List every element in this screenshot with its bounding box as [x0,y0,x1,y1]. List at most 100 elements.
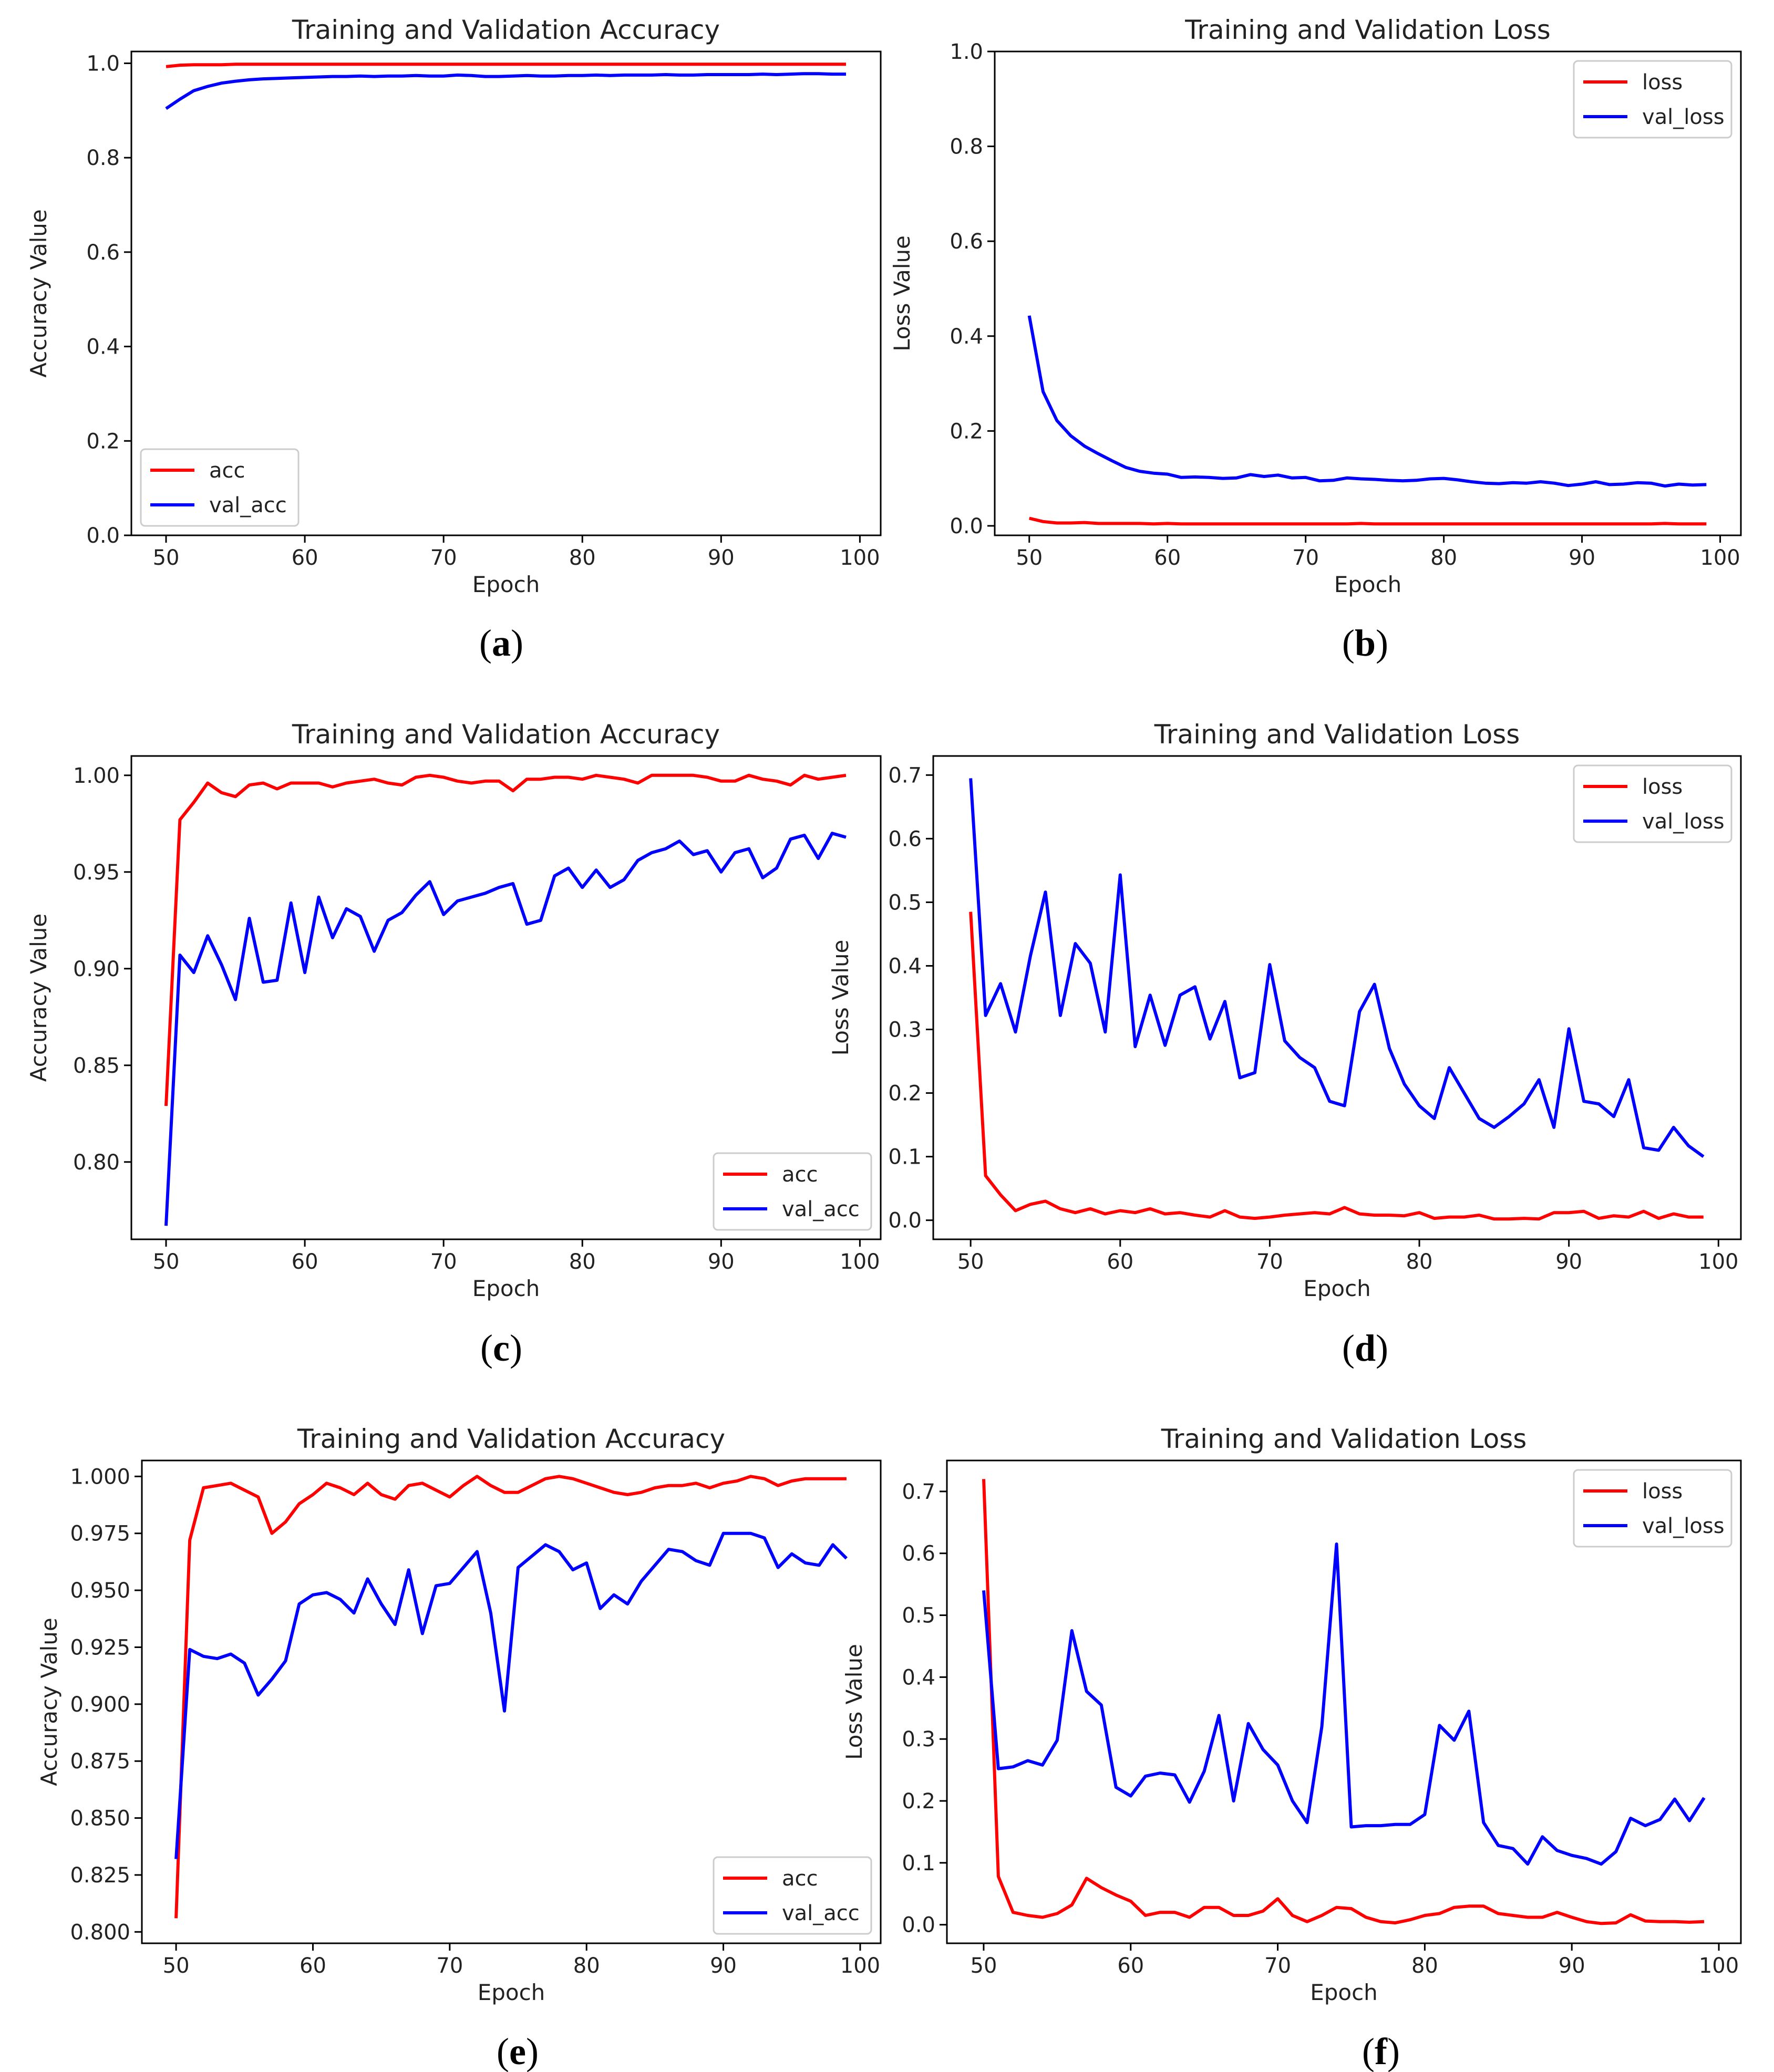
y-tick-label: 0.850 [70,1807,130,1831]
chart-panel-d: Training and Validation Loss 50 60 70 80 90 10… [828,719,1742,1369]
x-axis-label: Epoch [472,1276,540,1301]
y-axis-label: Loss Value [828,940,853,1056]
y-axis-label: Accuracy Value [36,1618,62,1786]
legend-label: loss [1642,1479,1683,1504]
series-line-acc [166,63,846,68]
plot-area [946,1459,1742,1944]
y-tick-label: 1.0 [950,40,983,64]
panel-caption: (f) [1362,2030,1400,2072]
legend-label: val_loss [1642,1514,1725,1538]
series-line-val-loss [969,778,1705,1158]
x-axis-label: Epoch [1303,1276,1371,1301]
y-tick-label: 0.1 [902,1851,935,1876]
series-line-val-acc [174,1531,848,1859]
legend-label: acc [782,1163,818,1187]
legend-label: val_loss [1642,105,1725,129]
series-line-loss [969,911,1704,1221]
caption-close-paren: ) [1376,622,1388,664]
caption-close-paren: ) [526,2030,539,2072]
y-tick-label: 0.6 [950,230,983,254]
x-tick-label: 70 [430,1250,457,1274]
caption-letter: e [509,2030,526,2072]
x-tick-label: 100 [840,546,880,570]
caption-close-paren: ) [1387,2030,1400,2072]
chart-title: Training and Validation Accuracy [297,1424,725,1454]
chart-title: Training and Validation Loss [1154,719,1520,750]
y-tick-label: 0.7 [902,1480,935,1504]
caption-close-paren: ) [511,622,523,664]
x-tick-label: 90 [1559,1954,1585,1978]
chart-title: Training and Validation Loss [1161,1424,1527,1454]
plot-area [932,755,1742,1240]
x-tick-label: 60 [1154,546,1181,570]
x-tick-label: 60 [292,546,318,570]
chart-title: Training and Validation Accuracy [292,15,720,45]
x-tick-label: 70 [436,1954,463,1978]
x-tick-label: 100 [840,1250,880,1274]
chart-panel-b: Training and Validation Loss 50 60 70 80 90 10… [889,15,1742,664]
y-tick-label: 0.85 [73,1054,120,1078]
y-axis-label: Loss Value [841,1644,867,1760]
x-axis-label: Epoch [478,1980,545,2005]
y-tick-label: 0.2 [86,429,120,453]
series-line-acc [164,773,847,1106]
legend-box [140,448,300,527]
legend-box [1573,764,1732,843]
legend: loss val_loss [1573,60,1732,139]
y-tick-label: 0.95 [73,861,120,885]
series-line-loss [1029,516,1707,526]
y-tick-label: 0.975 [70,1522,130,1546]
y-tick-label: 0.4 [888,954,922,978]
x-tick-label: 60 [1117,1954,1144,1978]
chart-title: Training and Validation Accuracy [292,719,720,750]
x-tick-label: 50 [163,1954,190,1978]
x-tick-label: 100 [1699,1954,1739,1978]
y-tick-label: 0.825 [70,1863,130,1888]
legend: loss val_loss [1573,764,1732,843]
x-tick-label: 50 [153,1250,180,1274]
x-tick-label: 100 [840,1954,880,1978]
x-tick-label: 50 [1016,546,1043,570]
x-tick-label: 80 [569,546,596,570]
legend-label: loss [1642,775,1683,799]
legend-label: loss [1642,70,1683,95]
y-tick-label: 0.925 [70,1635,130,1660]
x-tick-label: 100 [1698,1250,1738,1274]
x-tick-label: 80 [1430,546,1457,570]
y-tick-label: 0.0 [902,1913,935,1938]
legend: acc val_acc [713,1856,872,1935]
chart-panel-a: Training and Validation Accuracy 50 60 70 80… [26,15,882,664]
caption-open-paren: ( [1362,2030,1375,2072]
x-tick-label: 60 [300,1954,326,1978]
legend-label: val_loss [1642,810,1725,834]
plot-area [130,755,882,1240]
y-tick-label: 0.2 [950,419,983,443]
y-tick-label: 0.1 [888,1145,922,1169]
y-tick-label: 1.0 [86,51,120,76]
legend-box [1573,60,1732,139]
plot-area [141,1459,882,1944]
y-tick-label: 0.7 [888,763,922,788]
caption-open-paren: ( [479,622,492,664]
series-line-acc [174,1475,847,1919]
x-tick-label: 50 [971,1954,997,1978]
y-tick-label: 0.3 [888,1018,922,1042]
chart-panel-f: Training and Validation Loss 50 60 70 80 90 10… [841,1424,1742,2072]
x-tick-label: 60 [292,1250,318,1274]
legend-label: val_acc [209,493,287,517]
y-tick-label: 0.3 [902,1727,935,1752]
legend: acc val_acc [140,448,300,527]
series-line-val-loss [1027,315,1707,488]
legend-label: val_acc [782,1901,860,1925]
x-tick-label: 90 [710,1954,737,1978]
caption-close-paren: ) [510,1327,522,1369]
caption-open-paren: ( [1342,622,1355,664]
x-tick-label: 70 [430,546,457,570]
plot-area [994,50,1742,536]
x-tick-label: 80 [1411,1954,1438,1978]
series-line-val-acc [165,72,846,110]
legend-box [1573,1469,1732,1548]
y-tick-label: 0.950 [70,1579,130,1603]
caption-open-paren: ( [1342,1327,1355,1369]
